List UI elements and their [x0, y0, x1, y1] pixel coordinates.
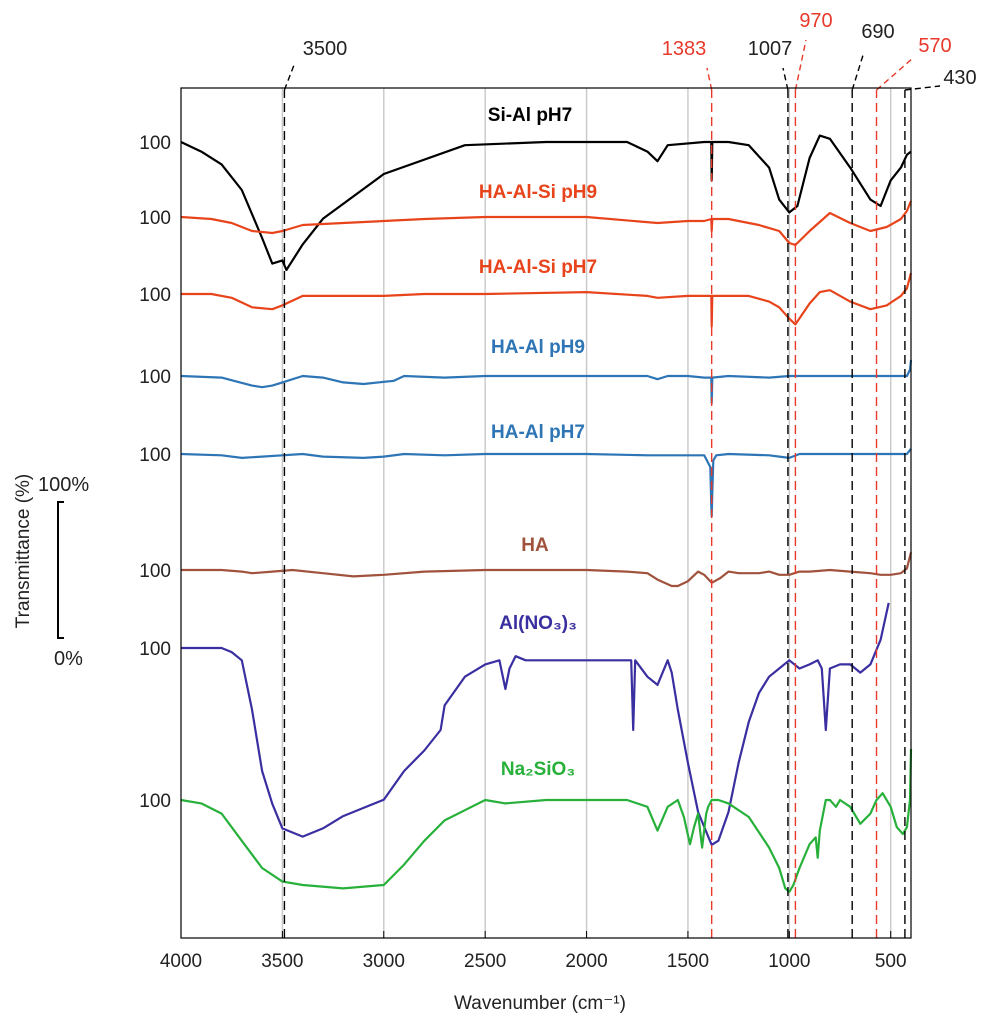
reference-label-3500: 3500 — [303, 38, 348, 60]
y-axis-label: Transmittance (%) — [13, 474, 34, 629]
x-tick-label-3000: 3000 — [363, 951, 405, 972]
series-line-ha-al-si-ph9 — [181, 201, 911, 245]
reference-leader-970 — [795, 40, 806, 90]
series-baseline-label: 100 — [139, 133, 171, 154]
grid-lines — [282, 88, 890, 938]
x-tick-label-1500: 1500 — [667, 951, 709, 972]
reference-leader-3500 — [284, 65, 294, 90]
series-baseline-label: 100 — [139, 791, 171, 812]
reference-leader-570 — [877, 58, 913, 90]
reference-label-1007: 1007 — [748, 38, 793, 60]
scale-bar-bracket — [58, 502, 64, 638]
x-axis-label: Wavenumber (cm⁻¹) — [454, 993, 626, 1014]
plot-frame — [181, 88, 911, 938]
reference-label-1383: 1383 — [662, 38, 707, 60]
reference-label-690: 690 — [861, 21, 894, 43]
series-line-ha — [181, 552, 911, 586]
series-baseline-label: 100 — [139, 285, 171, 306]
series-name-al-no: Al(NO₃)₃ — [499, 613, 577, 634]
series-name-na-sio: Na₂SiO₃ — [501, 759, 575, 780]
series-name-ha-al-ph9: HA-Al pH9 — [491, 337, 585, 358]
series-name-si-al-ph7: Si-Al pH7 — [488, 105, 572, 126]
x-tick-label-2000: 2000 — [565, 951, 607, 972]
series-baseline-label: 100 — [139, 208, 171, 229]
series-line-al-no — [181, 603, 889, 845]
series-name-ha-al-ph7: HA-Al pH7 — [491, 422, 585, 443]
reference-leader-1007 — [783, 68, 788, 90]
x-tick-label-4000: 4000 — [160, 951, 202, 972]
series-name-ha-al-si-ph9: HA-Al-Si pH9 — [479, 182, 597, 203]
scale-bar-top-label: 100% — [38, 474, 89, 496]
series-baseline-label: 100 — [139, 639, 171, 660]
reference-label-570: 570 — [918, 35, 951, 57]
reference-leader-690 — [852, 52, 864, 90]
x-tick-label-500: 500 — [875, 951, 907, 972]
reference-label-970: 970 — [799, 10, 832, 32]
series-name-ha-al-si-ph7: HA-Al-Si pH7 — [479, 257, 597, 278]
series-baseline-label: 100 — [139, 561, 171, 582]
series-line-ha-al-ph9 — [181, 360, 911, 403]
reference-lines: 3500 1383 1007 970 690 570 430 — [284, 10, 976, 938]
x-tick-label-3500: 3500 — [261, 951, 303, 972]
scale-bar: 100% 0% — [38, 474, 89, 670]
series-line-ha-al-ph7 — [181, 449, 911, 517]
series-baseline-label: 100 — [139, 367, 171, 388]
x-tick-label-2500: 2500 — [464, 951, 506, 972]
scale-bar-bottom-label: 0% — [54, 648, 83, 670]
reference-leader-1383 — [707, 68, 712, 90]
series-baseline-label: 100 — [139, 445, 171, 466]
series-line-ha-al-si-ph7 — [181, 273, 911, 326]
reference-label-430: 430 — [943, 67, 976, 89]
x-ticks: 4000 3500 3000 2500 2000 1500 1000 500 — [160, 931, 907, 972]
x-tick-label-1000: 1000 — [768, 951, 810, 972]
series-name-ha: HA — [521, 535, 549, 556]
